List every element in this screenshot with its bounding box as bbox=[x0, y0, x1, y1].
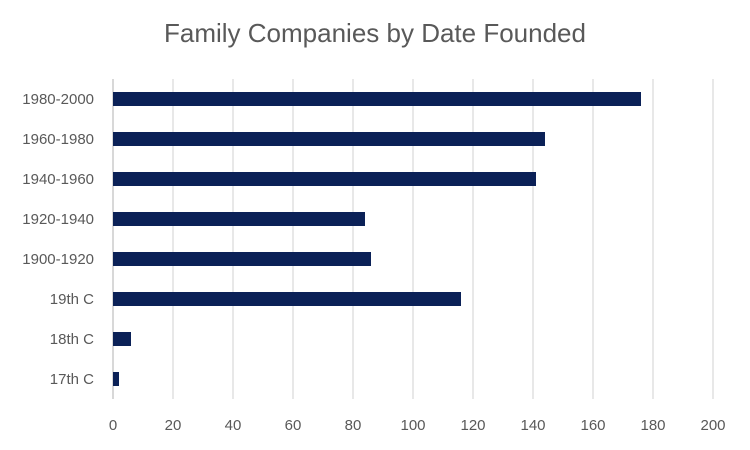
category-label: 1980-2000 bbox=[22, 91, 94, 108]
bar-18th-c bbox=[113, 332, 131, 346]
category-label: 18th C bbox=[50, 331, 94, 348]
category-label: 17th C bbox=[50, 371, 94, 388]
chart-title: Family Companies by Date Founded bbox=[164, 18, 586, 48]
bar-17th-c bbox=[113, 372, 119, 386]
x-tick-label: 20 bbox=[165, 417, 182, 434]
bar-1920-1940 bbox=[113, 212, 365, 226]
bar-1940-1960 bbox=[113, 172, 536, 186]
category-label: 1940-1960 bbox=[22, 171, 94, 188]
x-tick-label: 160 bbox=[580, 417, 605, 434]
bar-1980-2000 bbox=[113, 92, 641, 106]
x-tick-label: 40 bbox=[225, 417, 242, 434]
bar-1960-1980 bbox=[113, 132, 545, 146]
x-tick-label: 80 bbox=[345, 417, 362, 434]
category-label: 19th C bbox=[50, 291, 94, 308]
x-tick-label: 140 bbox=[520, 417, 545, 434]
bar-1900-1920 bbox=[113, 252, 371, 266]
x-tick-label: 100 bbox=[400, 417, 425, 434]
category-label: 1900-1920 bbox=[22, 251, 94, 268]
x-tick-label: 60 bbox=[285, 417, 302, 434]
category-label: 1920-1940 bbox=[22, 211, 94, 228]
bar-19th-c bbox=[113, 292, 461, 306]
x-tick-label: 0 bbox=[109, 417, 117, 434]
category-label: 1960-1980 bbox=[22, 131, 94, 148]
x-tick-label: 180 bbox=[640, 417, 665, 434]
x-tick-label: 200 bbox=[700, 417, 725, 434]
x-tick-label: 120 bbox=[460, 417, 485, 434]
